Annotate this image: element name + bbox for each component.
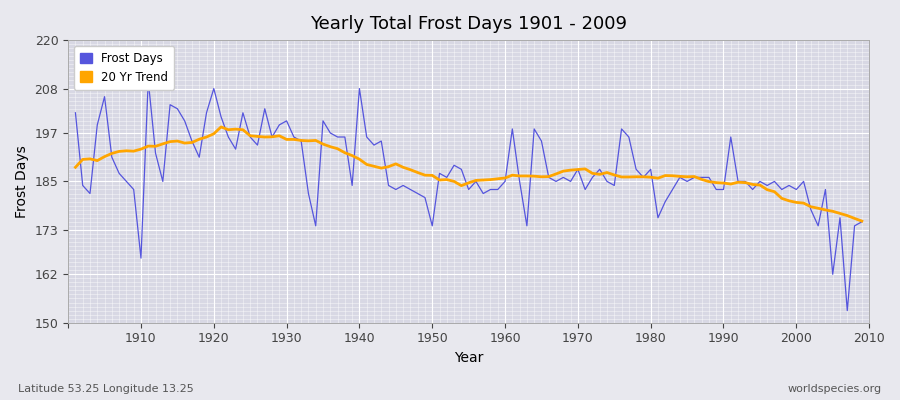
Y-axis label: Frost Days: Frost Days	[15, 145, 29, 218]
Title: Yearly Total Frost Days 1901 - 2009: Yearly Total Frost Days 1901 - 2009	[310, 15, 627, 33]
Text: Latitude 53.25 Longitude 13.25: Latitude 53.25 Longitude 13.25	[18, 384, 194, 394]
Legend: Frost Days, 20 Yr Trend: Frost Days, 20 Yr Trend	[74, 46, 174, 90]
X-axis label: Year: Year	[454, 351, 483, 365]
Text: worldspecies.org: worldspecies.org	[788, 384, 882, 394]
